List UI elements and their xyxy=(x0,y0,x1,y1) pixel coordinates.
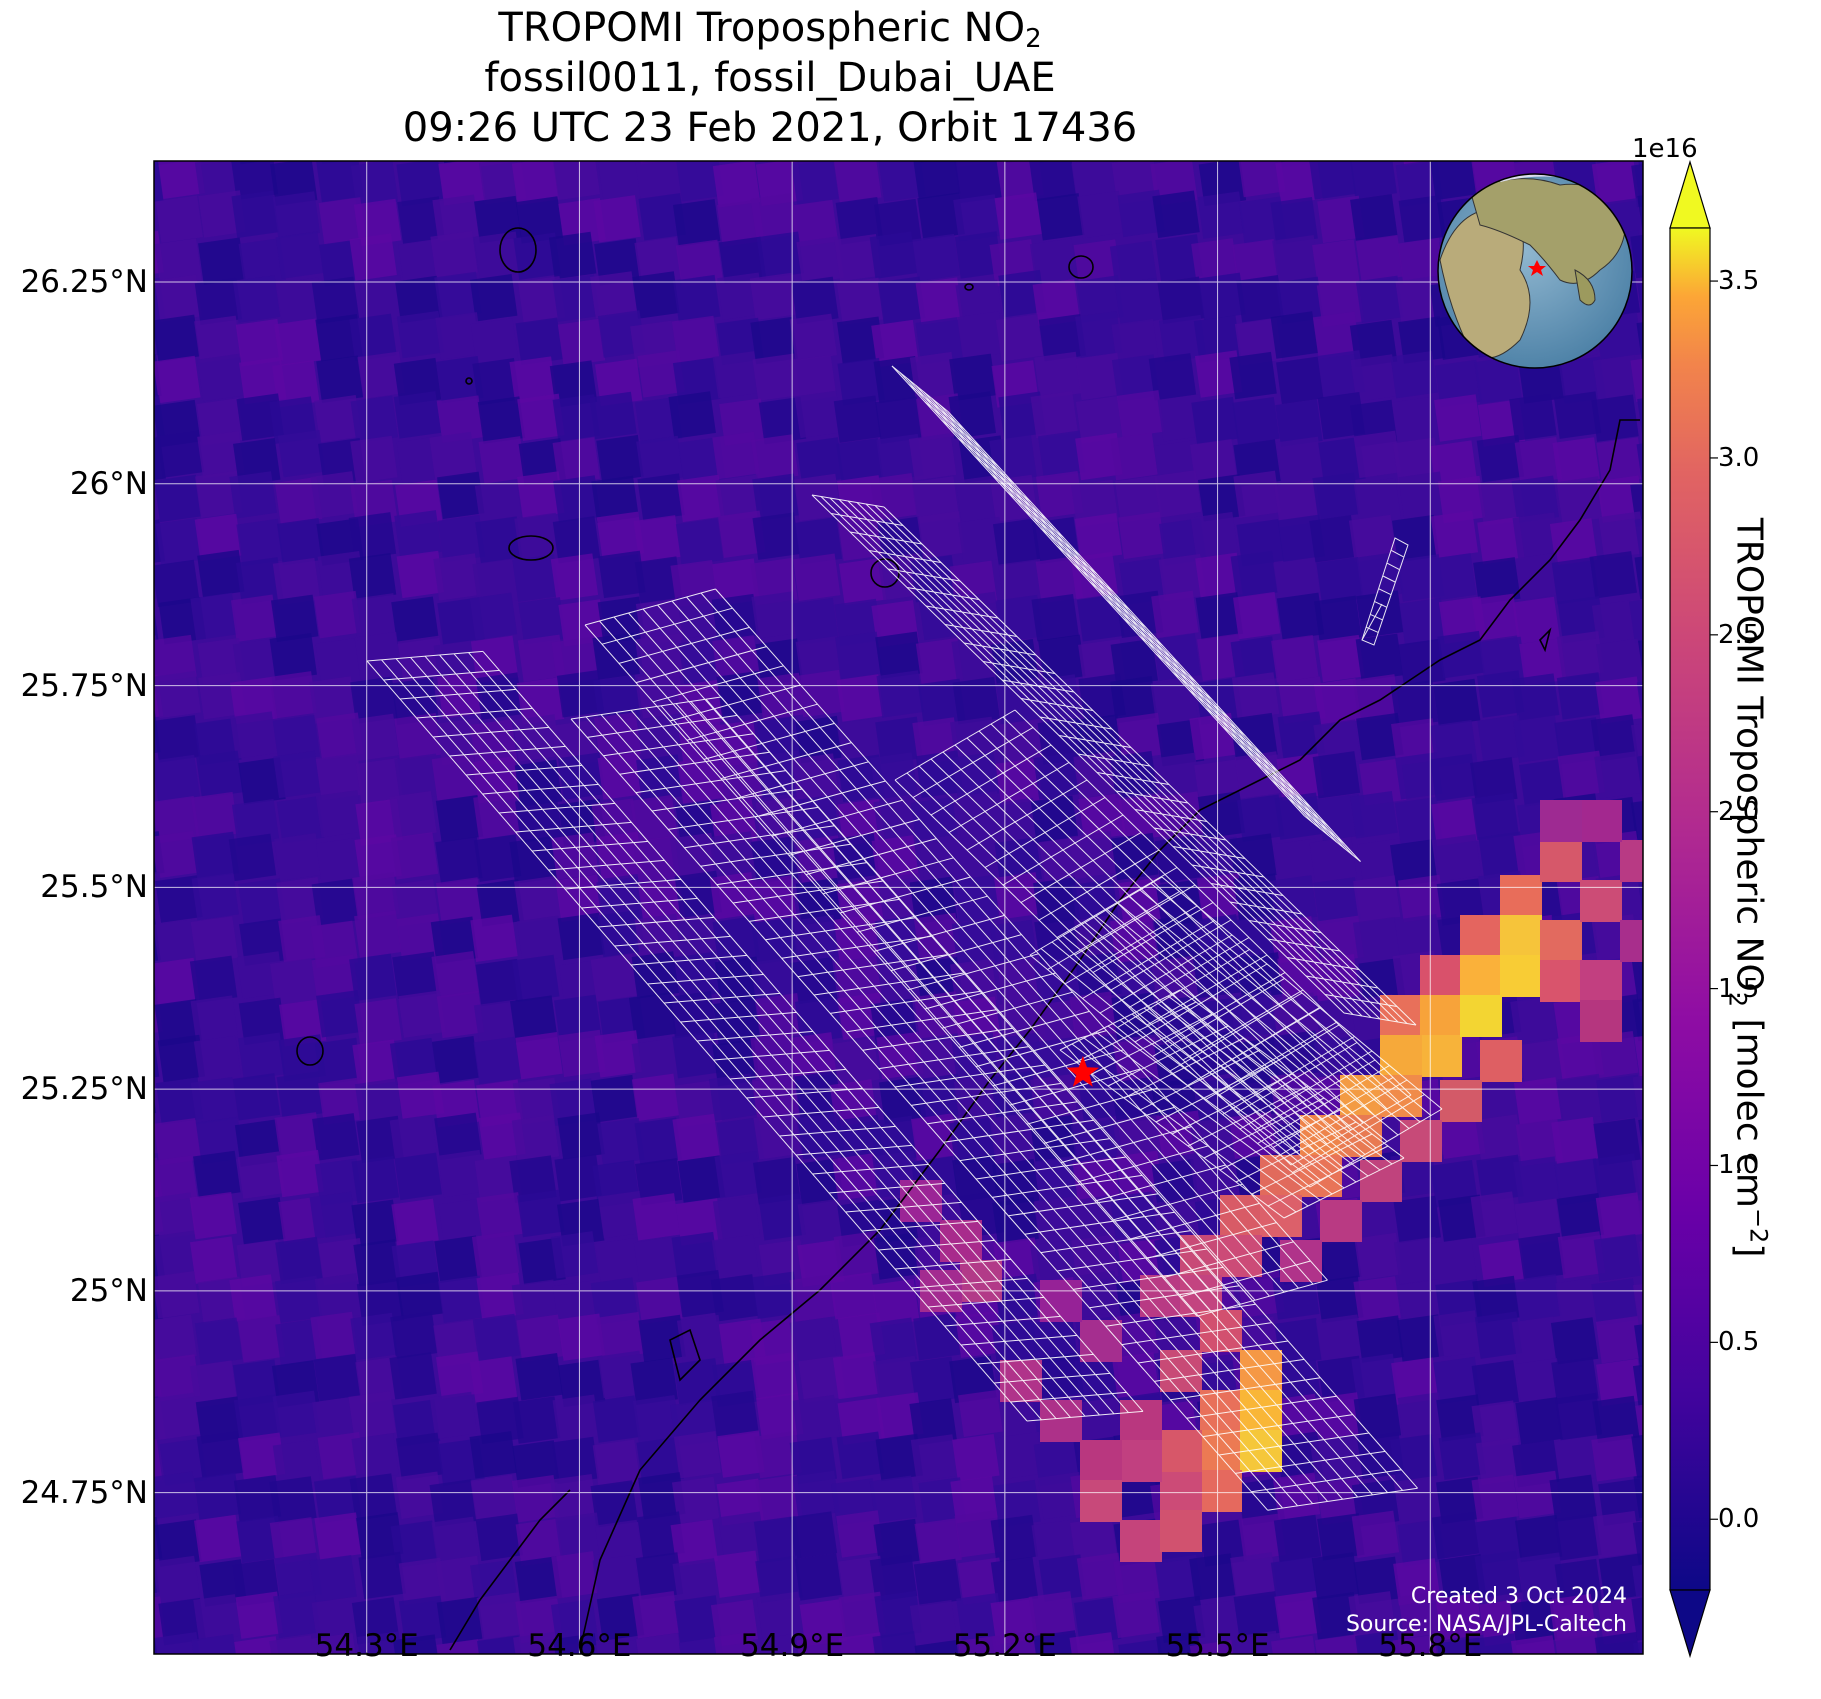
latitude-label: 25.25°N xyxy=(20,1071,148,1108)
map-frame xyxy=(153,160,1644,1655)
plume-cell xyxy=(1380,1035,1422,1077)
longitude-label: 54.9°E xyxy=(740,1628,845,1664)
plume-cell xyxy=(1540,920,1582,962)
longitude-label: 54.3°E xyxy=(314,1628,419,1664)
colorbar-tick-label: 0.5 xyxy=(1718,1327,1760,1358)
inset-globe-icon xyxy=(1437,173,1633,369)
plume-cell xyxy=(1080,1440,1122,1482)
plume-cell xyxy=(1540,840,1582,882)
plume-cell xyxy=(1160,1470,1202,1512)
plume-cell xyxy=(1580,800,1622,842)
colorbar-tick-label: 2.0 xyxy=(1718,796,1760,827)
graticule xyxy=(154,161,1643,1654)
globe-target-star xyxy=(1528,260,1546,276)
longitude-label: 55.2°E xyxy=(952,1628,1057,1664)
latitude-label: 25.75°N xyxy=(20,667,148,704)
plume-cell xyxy=(1120,1400,1162,1442)
plume-cell xyxy=(1280,1240,1322,1282)
longitude-label: 54.6°E xyxy=(527,1628,632,1664)
credit-source: Source: NASA/JPL-Caltech xyxy=(1345,1612,1627,1637)
plume-cell xyxy=(1360,1160,1402,1202)
plume-cell xyxy=(1460,955,1502,997)
plume-cell xyxy=(1420,1035,1462,1077)
plume-cell xyxy=(1420,955,1462,997)
plume-cell xyxy=(1200,1430,1242,1472)
plume-cell xyxy=(1260,1155,1302,1197)
longitude-label: 55.8°E xyxy=(1378,1628,1483,1664)
colorbar-label: TROPOMI Tropospheric NO2 [molec cm−2] xyxy=(1723,517,1773,1258)
colorbar-extend-min xyxy=(1669,1589,1711,1659)
colorbar xyxy=(1669,159,1718,1659)
colorbar-tick-label: 1.0 xyxy=(1718,1150,1760,1181)
plume-cell xyxy=(1540,800,1582,842)
colorbar-tick-label: 0.0 xyxy=(1718,1504,1760,1535)
colorbar-extend-max xyxy=(1669,159,1711,229)
plume-cell xyxy=(1200,1470,1242,1512)
plume-cell xyxy=(1580,880,1622,922)
plume-cell xyxy=(1460,915,1502,957)
footprint-grids xyxy=(366,365,1443,1511)
no2-plume-layer xyxy=(900,800,1643,1562)
plume-cell xyxy=(1320,1200,1362,1242)
plume-cell xyxy=(1120,1520,1162,1562)
latitude-label: 26°N xyxy=(69,465,148,502)
plume-cell xyxy=(1540,960,1582,1002)
plume-cell xyxy=(1500,955,1542,997)
plume-cell xyxy=(1220,1195,1262,1237)
credit-created: Created 3 Oct 2024 xyxy=(1410,1584,1627,1609)
plume-cell xyxy=(1480,1040,1522,1082)
plume-cell xyxy=(1460,995,1502,1037)
plume-cell xyxy=(1500,915,1542,957)
plume-cell xyxy=(1160,1510,1202,1552)
plume-cell xyxy=(1580,1000,1622,1042)
target-location-star xyxy=(1066,1055,1099,1087)
plume-cell xyxy=(1160,1430,1202,1472)
colorbar-tick-label: 3.0 xyxy=(1718,442,1760,473)
plume-cell xyxy=(1380,995,1422,1037)
plume-cell xyxy=(1120,1440,1162,1482)
plume-cell xyxy=(1620,840,1643,882)
colorbar-tick-label: 3.5 xyxy=(1718,266,1760,297)
colorbar-tick-label: 2.5 xyxy=(1718,619,1760,650)
plume-cell xyxy=(1200,1310,1242,1352)
plume-cell xyxy=(1040,1280,1082,1322)
colorbar-exponent: 1e16 xyxy=(1632,134,1698,164)
plume-cell xyxy=(1500,875,1542,917)
plume-cell xyxy=(1620,920,1643,962)
plume-cell xyxy=(1580,960,1622,1002)
plume-cell xyxy=(1420,995,1462,1037)
plume-cell xyxy=(1440,1080,1482,1122)
plume-cell xyxy=(1080,1480,1122,1522)
latitude-label: 26.25°N xyxy=(20,264,148,301)
colorbar-tick-label: 1.5 xyxy=(1718,973,1760,1004)
plume-cell xyxy=(1080,1320,1122,1362)
map-title-line1: TROPOMI Tropospheric NO2 xyxy=(498,5,1042,54)
latitude-label: 24.75°N xyxy=(20,1474,148,1511)
latitude-label: 25.5°N xyxy=(40,869,148,906)
latitude-label: 25°N xyxy=(69,1272,148,1309)
longitude-label: 55.5°E xyxy=(1165,1628,1270,1664)
map-title-line2: fossil0011, fossil_Dubai_UAE xyxy=(484,55,1056,101)
map-title-line3: 09:26 UTC 23 Feb 2021, Orbit 17436 xyxy=(402,105,1138,151)
